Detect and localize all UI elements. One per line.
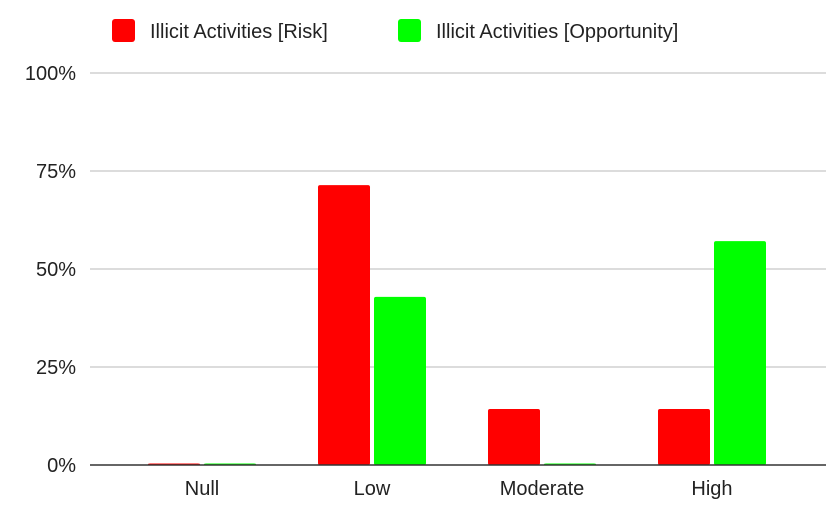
legend: Illicit Activities [Risk] Illicit Activit… [112,19,678,43]
x-tick-label: Moderate [500,478,585,500]
y-tick-label: 0% [47,455,76,477]
y-tick-label: 50% [36,259,76,281]
bar-high-risk [658,408,710,465]
bar-high-opportunity [714,241,766,465]
legend-label: Illicit Activities [Risk] [150,21,328,43]
bar-moderate-risk [488,408,540,465]
gridlines: 0% 25% 50% 75% 100% [25,63,826,477]
bar-low-opportunity [374,296,426,465]
x-tick-label: High [691,478,732,500]
legend-label: Illicit Activities [Opportunity] [436,21,678,43]
y-tick-label: 75% [36,161,76,183]
legend-swatch [112,19,135,42]
bar-low-risk [318,185,370,465]
y-tick-label: 25% [36,357,76,379]
bars [148,185,766,465]
legend-swatch [398,19,421,42]
x-tick-label: Null [185,478,219,500]
x-tick-label: Low [354,478,391,500]
x-axis: Null Low Moderate High [90,464,826,500]
y-tick-label: 100% [25,63,76,85]
